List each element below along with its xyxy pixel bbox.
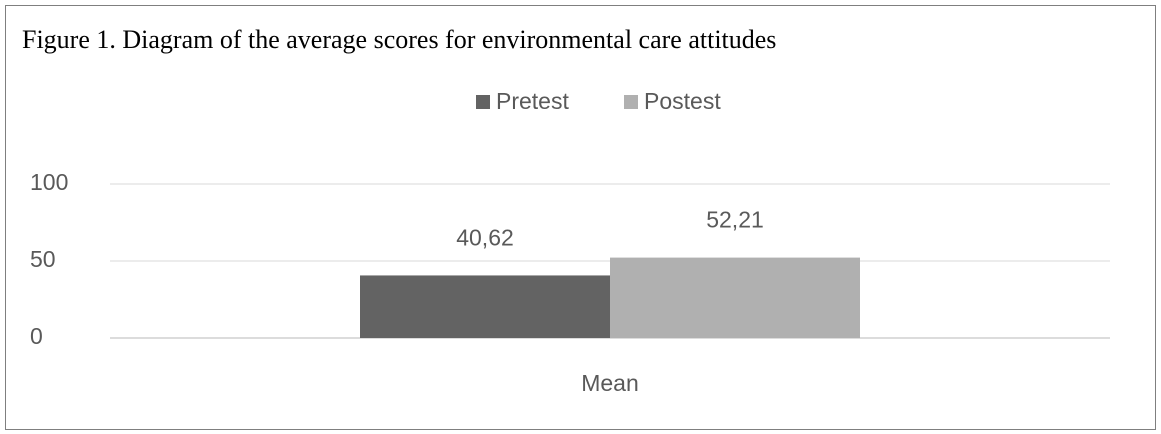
chart-title: Figure 1. Diagram of the average scores … [22, 25, 776, 54]
data-label: 40,62 [456, 225, 514, 251]
y-tick-label: 50 [30, 246, 56, 272]
y-tick-label: 100 [30, 169, 68, 195]
legend-label: Pretest [496, 88, 569, 114]
legend-swatch [476, 95, 490, 109]
bar [360, 275, 610, 338]
y-tick-label: 0 [30, 323, 43, 349]
bar [610, 257, 860, 338]
frame [5, 5, 1156, 430]
data-label: 52,21 [706, 207, 764, 233]
legend-swatch [624, 95, 638, 109]
x-tick-label: Mean [581, 370, 639, 396]
legend-label: Postest [644, 88, 721, 114]
